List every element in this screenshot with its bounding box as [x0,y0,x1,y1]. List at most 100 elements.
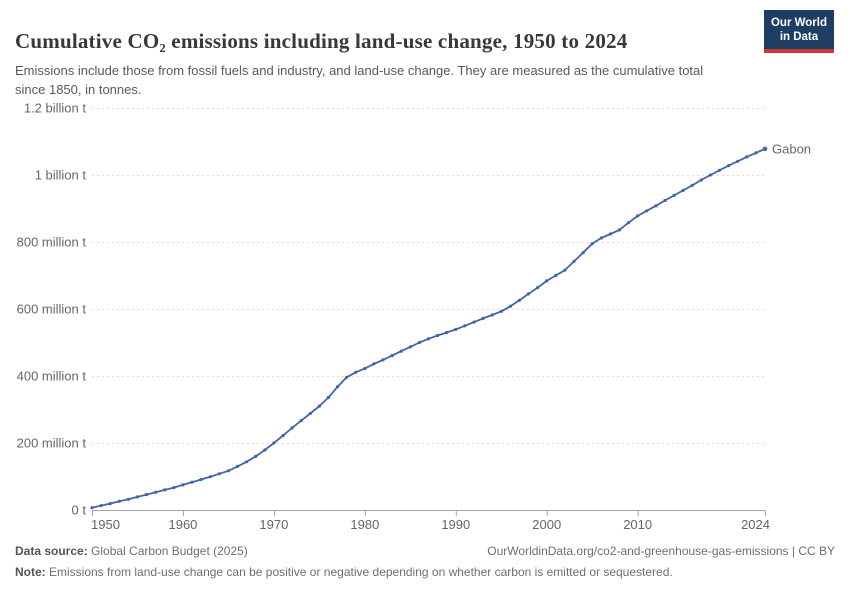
data-point [245,460,249,464]
y-tick-label: 800 million t [17,235,87,250]
data-point [499,309,503,313]
data-point [445,330,449,335]
data-point [145,493,149,497]
y-tick-label: 1 billion t [35,168,87,183]
chart-note: Note: Emissions from land-use change can… [15,565,673,579]
series-markers [90,147,767,510]
data-point [581,251,585,255]
data-point [526,292,531,296]
data-point [572,259,576,263]
data-point [217,472,221,476]
x-tick-label: 1960 [168,517,197,532]
data-point [599,236,603,240]
data-point [608,232,613,236]
owid-logo-line1: Our World [770,17,827,29]
data-point [417,340,421,345]
series-line-gabon[interactable] [91,148,766,509]
x-tick-label: 2000 [532,517,561,532]
data-point [126,497,130,501]
data-point [399,349,403,353]
data-point [408,345,412,349]
owid-logo-line2: in Data [779,31,819,44]
data-point [154,490,158,494]
data-point [708,173,713,177]
series-end-dot [762,146,768,152]
data-point [472,320,476,324]
data-point [426,337,431,341]
data-point [326,395,331,399]
data-point [690,183,694,187]
y-tick-label: 1.2 billion t [24,101,87,116]
data-point [208,475,212,479]
series-end-label[interactable]: Gabon [772,141,811,156]
data-point [117,499,121,503]
page-title: Cumulative CO₂ emissions including land-… [15,29,628,54]
canonical-url[interactable]: OurWorldinData.org/co2-and-greenhouse-ga… [487,544,835,558]
note-label: Note: [15,565,46,579]
data-point [235,464,240,468]
data-point [654,204,658,208]
data-point [372,362,376,366]
data-point [354,370,358,374]
data-point [181,483,185,487]
data-point [554,273,558,278]
data-point [463,324,467,328]
data-point [508,304,512,308]
data-point [317,404,321,408]
data-point [490,313,494,317]
data-point [90,506,94,510]
data-point [199,477,203,482]
data-point [536,286,540,290]
data-point [517,298,522,302]
data-point [308,411,312,416]
data-point [99,504,103,508]
data-point [254,454,258,458]
data-point [617,228,622,232]
data-point [627,221,631,225]
data-point [672,193,676,197]
data-point [563,268,567,272]
x-tick-label: 1950 [91,517,120,532]
data-point [336,385,340,389]
data-point [727,164,731,168]
data-point [717,168,722,172]
data-source-label: Data source: [15,544,88,558]
data-point [754,151,758,155]
data-point [172,486,176,490]
data-point [345,375,349,379]
data-point [281,434,285,438]
data-point [745,155,749,159]
data-point [226,469,230,473]
x-tick-label: 1970 [259,517,288,532]
data-point [454,327,458,331]
y-tick-label: 400 million t [17,369,87,384]
data-point [481,316,485,320]
data-point [299,419,303,423]
y-tick-label: 600 million t [17,302,87,317]
x-tick-label: 2010 [623,517,652,532]
note-value: Emissions from land-use change can be po… [45,565,673,579]
data-point [699,178,703,182]
x-tick-label: 2024 [741,517,770,532]
data-point [135,495,140,499]
data-point [108,502,112,506]
chart-subtitle: Emissions include those from fossil fuel… [15,63,704,97]
data-source-value: Global Carbon Budget (2025) [87,544,248,558]
data-point [545,279,549,283]
x-axis: 1950 1960 1970 1980 1990 2000 2010 2024 [91,510,770,532]
data-point [736,159,740,163]
chart-footer: Data source: Global Carbon Budget (2025)… [15,544,835,579]
data-point [263,448,267,452]
data-point [390,354,394,358]
x-tick-label: 1990 [441,517,470,532]
x-tick-label: 1980 [350,517,379,532]
y-axis: 0 t 200 million t 400 million t 600 million… [17,101,765,518]
data-point [663,198,667,203]
data-source: Data source: Global Carbon Budget (2025) [15,544,248,558]
owid-logo[interactable]: Our World in Data [763,10,834,53]
data-point [363,367,367,371]
data-point [163,488,167,492]
data-point [190,480,194,484]
